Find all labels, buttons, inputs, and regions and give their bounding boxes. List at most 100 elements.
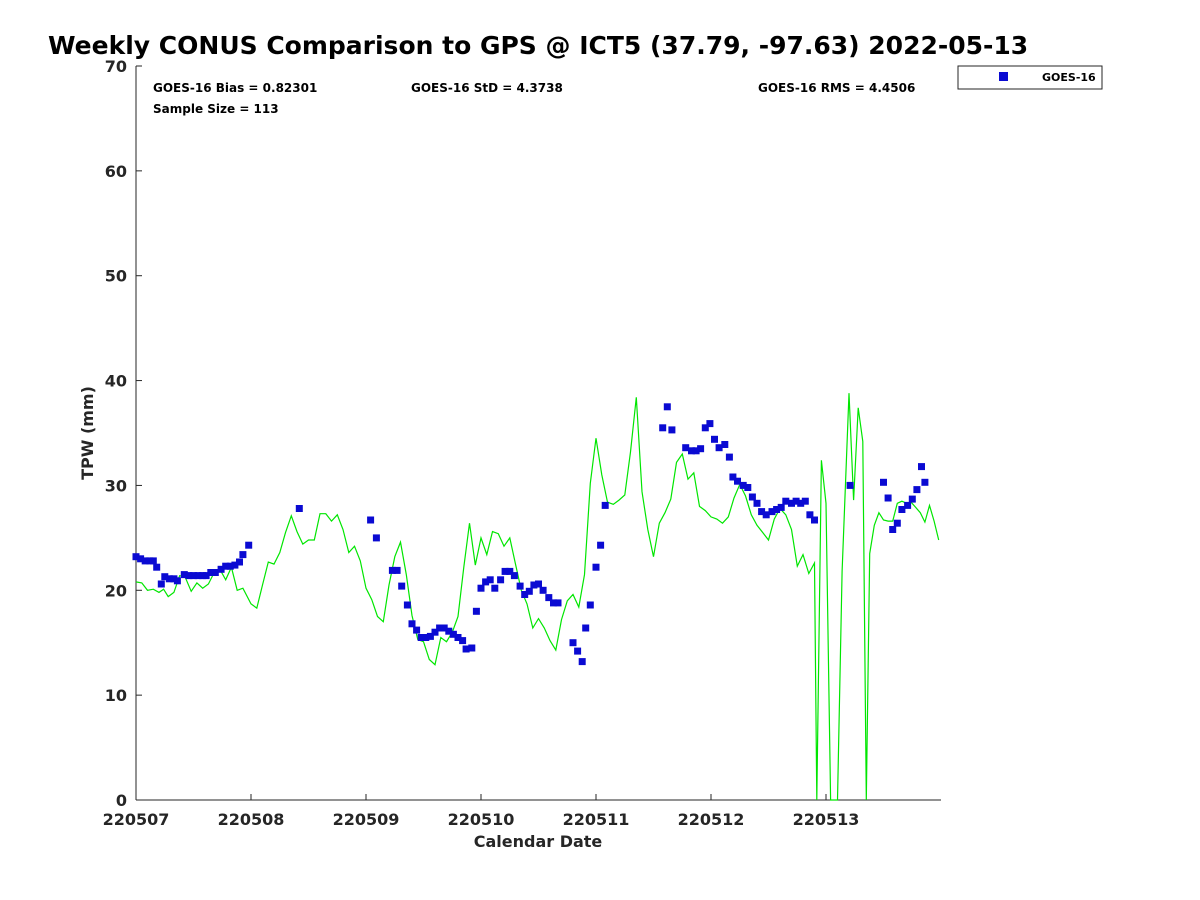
goes16-point <box>295 505 303 512</box>
legend-box <box>957 65 1103 90</box>
goes16-point <box>217 565 225 573</box>
goes16-point <box>231 561 239 569</box>
goes16-point <box>921 478 929 486</box>
goes16-point <box>582 624 590 632</box>
legend: GOES-16 <box>957 65 1103 90</box>
goes16-point <box>768 508 776 516</box>
x-tick-label: 220508 <box>218 810 285 829</box>
goes16-point <box>372 534 380 542</box>
goes16-point <box>506 567 514 575</box>
y-tick-label: 70 <box>105 57 127 76</box>
goes16-point <box>398 582 406 590</box>
goes16-point <box>141 557 149 565</box>
goes16-point <box>153 563 161 571</box>
goes16-point <box>236 558 243 566</box>
goes16-point <box>668 426 676 434</box>
legend-marker-goes16 <box>999 72 1008 81</box>
goes16-point <box>491 584 499 592</box>
goes16-point <box>539 586 547 594</box>
goes16-point <box>431 628 439 636</box>
goes16-point <box>521 591 529 598</box>
goes16-point <box>161 573 169 581</box>
goes16-point <box>715 444 723 452</box>
goes16-point <box>165 575 173 583</box>
goes16-point <box>550 599 557 607</box>
goes16-point <box>893 519 901 527</box>
goes16-point <box>811 516 818 524</box>
y-tick-label: 60 <box>105 162 127 181</box>
goes16-point <box>569 639 577 647</box>
x-tick-label: 220513 <box>793 810 860 829</box>
goes16-point <box>773 506 781 513</box>
goes16-point <box>449 630 457 638</box>
gps-line <box>135 393 940 801</box>
goes16-point <box>222 562 230 570</box>
goes16-point <box>908 495 916 503</box>
goes16-point <box>578 658 586 666</box>
goes16-point <box>692 447 700 455</box>
goes16-point <box>413 626 421 634</box>
y-axis-label: TPW (mm) <box>78 386 97 480</box>
goes16-point <box>132 553 140 561</box>
goes16-point <box>157 580 165 588</box>
y-tick-label: 0 <box>116 791 127 810</box>
goes16-point <box>211 569 219 576</box>
goes16-point <box>477 584 485 592</box>
legend-label-goes16: GOES-16 <box>1042 71 1096 84</box>
gps-line-series <box>135 393 940 801</box>
goes16-point <box>801 497 809 505</box>
goes16-point <box>777 503 785 511</box>
goes16-point <box>226 562 234 570</box>
goes16-point <box>393 566 401 574</box>
y-tick-label: 50 <box>105 267 127 286</box>
y-axis: 0 10 20 30 40 50 60 70 <box>105 57 142 810</box>
goes16-point <box>748 493 756 501</box>
goes16-point <box>884 494 892 502</box>
goes16-point <box>663 403 671 411</box>
goes16-point <box>711 435 718 443</box>
goes16-scatter-series <box>132 403 929 666</box>
x-axis: 220507 220508 220509 220510 220511 220512 2205… <box>103 794 860 829</box>
goes16-point <box>472 607 480 615</box>
y-tick-label: 10 <box>105 686 127 705</box>
goes16-point <box>426 632 434 640</box>
goes16-point <box>510 572 518 580</box>
goes16-point <box>682 444 690 452</box>
goes16-point <box>545 594 553 602</box>
goes16-point <box>753 499 761 507</box>
goes16-point <box>792 497 800 505</box>
plot-frame <box>135 66 941 801</box>
goes16-point <box>706 420 714 428</box>
goes16-point <box>797 499 805 507</box>
goes16-point <box>445 627 453 635</box>
goes16-point <box>173 577 181 585</box>
goes16-point <box>459 637 467 645</box>
goes16-point <box>239 551 247 559</box>
goes16-point <box>782 497 790 505</box>
goes16-point <box>388 566 396 574</box>
goes16-point <box>918 463 925 471</box>
x-axis-label: Calendar Date <box>474 832 603 851</box>
sample-size-stat: Sample Size = 113 <box>153 102 279 116</box>
goes16-point <box>729 473 737 481</box>
goes16-point <box>149 557 157 565</box>
x-tick-label: 220507 <box>103 810 170 829</box>
goes16-point <box>417 634 425 641</box>
goes16-point <box>597 541 605 549</box>
goes16-point <box>194 572 202 580</box>
x-tick-label: 220511 <box>563 810 630 829</box>
x-tick-label: 220512 <box>678 810 745 829</box>
goes16-point <box>440 624 448 632</box>
goes16-point <box>403 601 411 609</box>
goes16-point <box>739 481 747 489</box>
goes16-point <box>525 587 533 595</box>
rms-stat: GOES-16 RMS = 4.4506 <box>758 81 915 95</box>
goes16-point <box>904 501 912 509</box>
goes16-point <box>530 581 538 589</box>
goes16-point <box>207 569 215 576</box>
goes16-point <box>762 511 770 519</box>
goes16-point <box>486 576 494 584</box>
goes16-point <box>554 599 562 607</box>
goes16-point <box>889 526 897 533</box>
